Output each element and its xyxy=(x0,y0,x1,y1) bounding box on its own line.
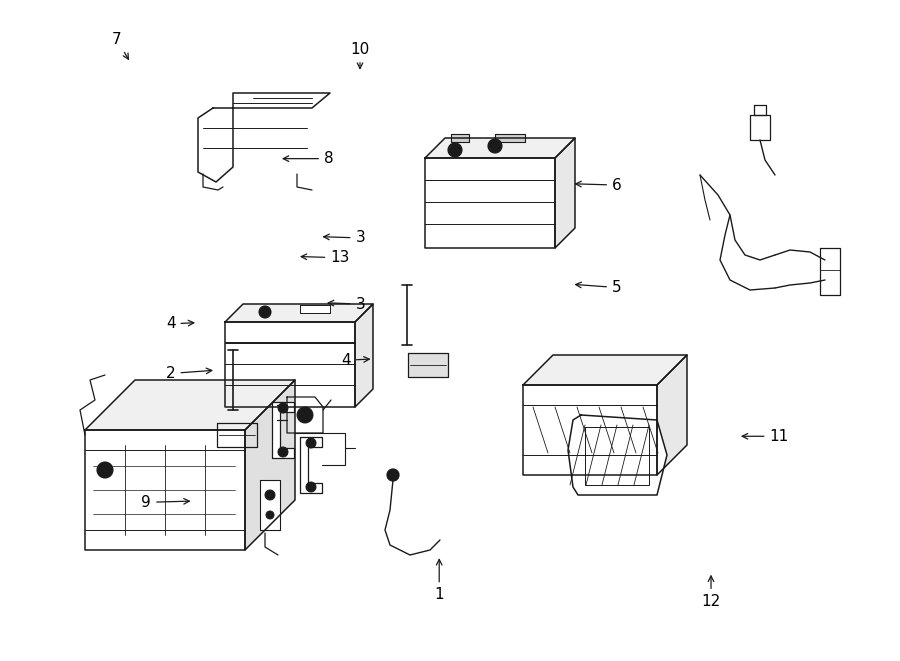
Polygon shape xyxy=(217,423,257,447)
Polygon shape xyxy=(425,138,575,158)
Text: 11: 11 xyxy=(742,429,788,444)
Polygon shape xyxy=(300,437,322,493)
Circle shape xyxy=(278,447,288,457)
Text: 7: 7 xyxy=(112,32,129,59)
Circle shape xyxy=(306,438,316,448)
Polygon shape xyxy=(272,402,294,458)
Polygon shape xyxy=(300,305,330,313)
Polygon shape xyxy=(750,115,770,140)
Text: 4: 4 xyxy=(166,317,194,331)
Text: 2: 2 xyxy=(166,366,212,381)
Circle shape xyxy=(97,462,113,478)
Circle shape xyxy=(265,490,275,500)
Circle shape xyxy=(266,511,274,519)
Polygon shape xyxy=(245,380,295,550)
Polygon shape xyxy=(523,355,687,385)
Circle shape xyxy=(306,482,316,492)
Polygon shape xyxy=(425,158,555,248)
Polygon shape xyxy=(754,105,766,115)
Text: 3: 3 xyxy=(328,297,365,311)
Circle shape xyxy=(387,469,399,481)
Circle shape xyxy=(488,139,502,153)
Polygon shape xyxy=(657,355,687,475)
Text: 1: 1 xyxy=(435,559,444,602)
Text: 4: 4 xyxy=(341,353,369,368)
Text: 10: 10 xyxy=(350,42,370,69)
Polygon shape xyxy=(287,397,323,433)
Polygon shape xyxy=(260,480,280,530)
Circle shape xyxy=(297,407,313,423)
Polygon shape xyxy=(568,415,667,495)
Circle shape xyxy=(448,143,462,157)
Polygon shape xyxy=(820,248,840,295)
Text: 13: 13 xyxy=(302,251,350,265)
Polygon shape xyxy=(355,304,373,407)
Polygon shape xyxy=(523,385,657,475)
Text: 12: 12 xyxy=(701,576,721,609)
Polygon shape xyxy=(451,134,469,142)
Polygon shape xyxy=(225,304,373,322)
Polygon shape xyxy=(85,380,295,430)
Polygon shape xyxy=(198,93,330,182)
Text: 8: 8 xyxy=(284,151,334,166)
Text: 9: 9 xyxy=(141,495,189,510)
Polygon shape xyxy=(495,134,525,142)
Polygon shape xyxy=(555,138,575,248)
Text: 5: 5 xyxy=(576,280,622,295)
Polygon shape xyxy=(85,430,245,550)
Text: 3: 3 xyxy=(324,231,365,245)
Text: 6: 6 xyxy=(576,178,622,192)
Circle shape xyxy=(278,403,288,413)
Polygon shape xyxy=(225,322,355,407)
Circle shape xyxy=(259,306,271,318)
Polygon shape xyxy=(408,353,448,377)
